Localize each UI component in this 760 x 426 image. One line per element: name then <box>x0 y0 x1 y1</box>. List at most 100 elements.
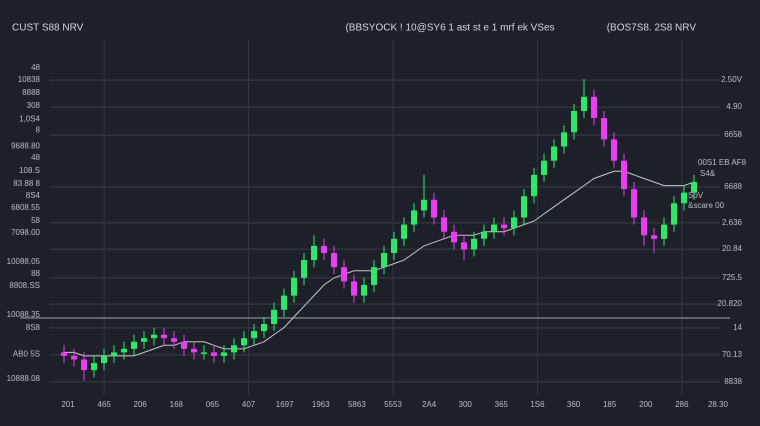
x-tick-label: 206 <box>134 400 148 409</box>
y2-tick-label: 8808.SS <box>9 281 40 290</box>
candle-body <box>631 189 637 218</box>
y2-tick-label: 48 <box>31 63 40 72</box>
candle-body <box>691 182 697 193</box>
y-tick-label: 20.84 <box>722 244 743 253</box>
x-tick-label: 201 <box>61 400 75 409</box>
candle-body <box>611 139 617 161</box>
candle-body <box>191 348 197 353</box>
y2-tick-label: 8S4 <box>26 191 41 200</box>
candle-body <box>621 160 627 190</box>
y-tick-label: 70.13 <box>722 350 743 359</box>
y2-tick-label: 308 <box>27 101 41 110</box>
candle-body <box>441 217 447 232</box>
x-tick-label: 200 <box>639 400 653 409</box>
candle-body <box>131 341 137 349</box>
candle-body <box>351 281 357 296</box>
candle-body <box>591 96 597 119</box>
candle-body <box>271 309 277 324</box>
x-tick-label: 28.30 <box>708 400 729 409</box>
y2-tick-label: 48 <box>31 153 40 162</box>
candle-body <box>501 224 507 229</box>
candle-body <box>581 96 587 111</box>
y-tick-label: 2.636 <box>722 218 743 227</box>
x-tick-label: 360 <box>567 400 581 409</box>
y2-tick-label: 6808.55 <box>11 203 40 212</box>
candle-body <box>151 334 157 339</box>
candle-body <box>231 345 237 353</box>
grid <box>50 40 720 395</box>
y-tick-label: 6658 <box>724 130 742 139</box>
y2-tick-label: 108.S <box>19 166 40 175</box>
candle-body <box>61 352 67 356</box>
candle-body <box>641 217 647 236</box>
annotation: &scare 00 <box>688 201 725 210</box>
x-tick-label: 1963 <box>312 400 330 409</box>
candle-body <box>681 192 687 204</box>
y2-tick-label: 8S8 <box>26 323 41 332</box>
candle-body <box>141 338 147 342</box>
candle-body <box>281 295 287 310</box>
x-tick-label: 407 <box>242 400 256 409</box>
candle-body <box>531 174 537 197</box>
y2-tick-label: 1,0S4 <box>19 114 40 123</box>
candle-body <box>651 235 657 239</box>
candle-body <box>451 231 457 243</box>
candle-body <box>161 334 167 339</box>
y-tick-label: 14 <box>733 323 742 332</box>
candle-body <box>371 267 377 285</box>
y2-tick-label: 7098.00 <box>11 228 40 237</box>
y2-tick-label: 10838 <box>18 75 41 84</box>
right-title: (BOS7S8. 2S8 NRV <box>607 23 697 34</box>
y-tick-label: 20.820 <box>718 299 743 308</box>
y2-tick-label: 10088.05 <box>7 257 41 266</box>
candle-body <box>201 352 207 354</box>
candle-body <box>121 348 127 353</box>
y-tick-label: 4.90 <box>726 102 742 111</box>
candle-body <box>671 203 677 225</box>
candle-body <box>321 245 327 253</box>
y-tick-label: 725.5 <box>722 273 743 282</box>
candle-body <box>251 331 257 339</box>
y2-tick-label: 88 <box>31 269 40 278</box>
candle-body <box>571 111 577 133</box>
candle-body <box>331 253 337 268</box>
candle-body <box>401 224 407 239</box>
candle-body <box>601 118 607 140</box>
candle-body <box>341 267 347 282</box>
x-tick-label: 465 <box>97 400 111 409</box>
candle-body <box>431 199 437 218</box>
candle-body <box>361 284 367 296</box>
candle-body <box>171 338 177 342</box>
chart-subtitle: (BBSYOCK ! 10@SY6 1 ast st e 1 mrf ek VS… <box>345 23 554 34</box>
x-tick-label: 5863 <box>348 400 366 409</box>
plot <box>20 79 730 381</box>
y2-tick-label: 58 <box>31 216 40 225</box>
y2-tick-label: 8888 <box>22 88 40 97</box>
candle-body <box>181 341 187 349</box>
y-tick-label: 2.50V <box>721 75 743 84</box>
candle-body <box>311 245 317 261</box>
candle-body <box>411 210 417 225</box>
candle-body <box>91 363 97 371</box>
candle-body <box>291 277 297 296</box>
y2-tick-label: 8 <box>36 125 41 134</box>
annotation: 00S1 EB AF8 <box>698 158 747 167</box>
candle-body <box>381 253 387 268</box>
candle-body <box>661 224 667 239</box>
candle-body <box>491 224 497 232</box>
candle-body <box>511 217 517 229</box>
annotation: SoV <box>688 191 704 200</box>
y2-tick-label: 10888.08 <box>7 374 41 383</box>
candle-body <box>101 355 107 364</box>
candle-body <box>71 355 77 360</box>
x-tick-label: 1S6 <box>530 400 545 409</box>
candle-body <box>301 260 307 278</box>
x-tick-label: 185 <box>603 400 617 409</box>
moving-average <box>64 170 695 357</box>
candle-body <box>81 359 87 371</box>
x-tick-label: 1697 <box>276 400 294 409</box>
y2-tick-label: 83 88 8 <box>13 179 40 188</box>
x-tick-label: 168 <box>170 400 184 409</box>
candle-body <box>521 196 527 218</box>
